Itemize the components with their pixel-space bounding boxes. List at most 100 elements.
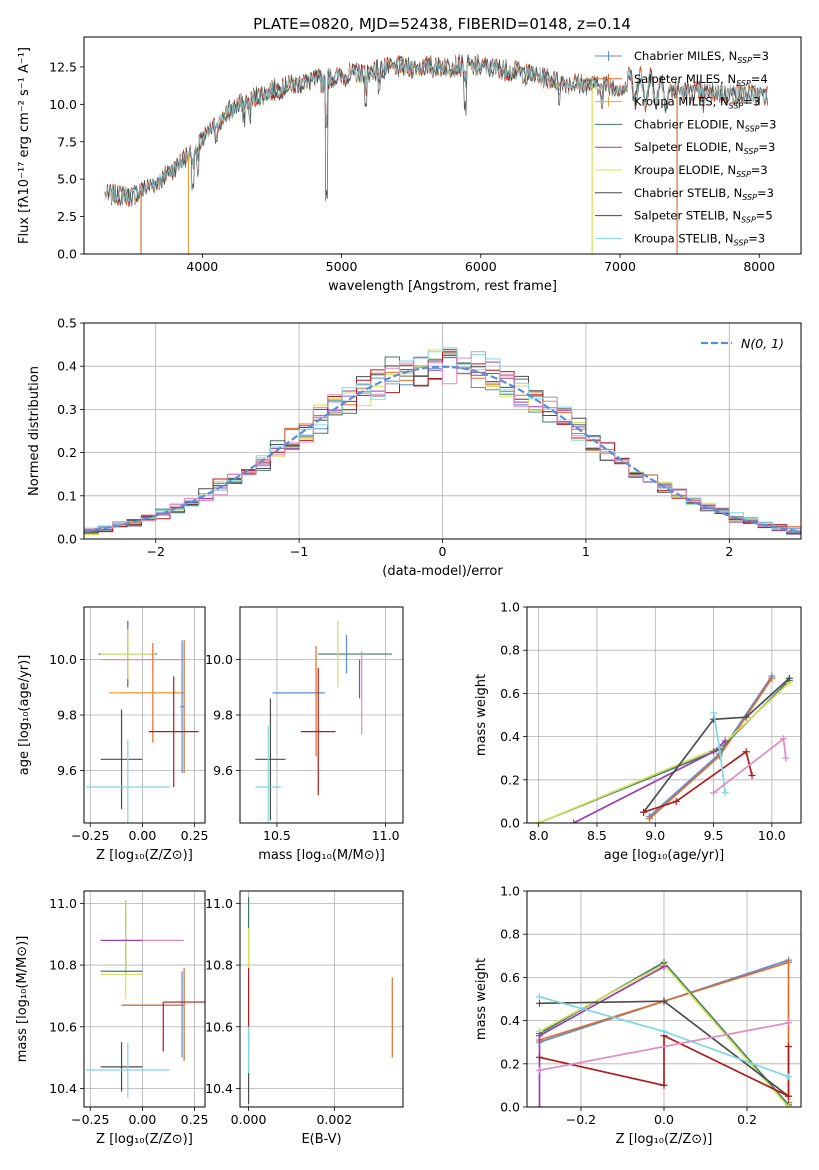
x-tick-label: 5000 bbox=[326, 259, 358, 274]
weight-marker-1-0 bbox=[645, 815, 653, 823]
legend-label-normal: N(0, 1) bbox=[741, 336, 784, 351]
x-tick-label: 8.0 bbox=[529, 828, 549, 843]
weight-marker-4-0 bbox=[535, 1103, 543, 1107]
weight-marker-8-1 bbox=[780, 735, 788, 743]
weight-marker-5-0 bbox=[535, 999, 543, 1007]
y-tick-label: 0.4 bbox=[57, 359, 77, 374]
x-axis-label: Z [log₁₀(Z/Z⊙)] bbox=[96, 1132, 193, 1147]
x-axis-label: E(B-V) bbox=[301, 1132, 341, 1147]
y-axis-label: Flux [fλ10⁻¹⁷ erg cm⁻² s⁻¹ A⁻¹] bbox=[17, 47, 32, 244]
y-tick-label: 10.6 bbox=[49, 1019, 77, 1034]
y-tick-label: 10.6 bbox=[205, 1019, 233, 1034]
y-tick-label: 5.0 bbox=[57, 172, 77, 187]
y-tick-label: 9.8 bbox=[213, 708, 233, 723]
legend-label-subscript: SSP bbox=[736, 79, 751, 88]
x-tick-label: −0.2 bbox=[566, 1112, 596, 1127]
x-tick-label: 0 bbox=[439, 544, 447, 559]
x-tick-label: 11.0 bbox=[372, 828, 400, 843]
x-tick-label: 0.002 bbox=[316, 1112, 352, 1127]
legend-label-subscript: SSP bbox=[729, 102, 744, 111]
age-vs-mass-panel: 10.5 11.0 9.6 9.8 10.0 mass [log₁₀(M/M⊙)] bbox=[205, 606, 404, 863]
weight-line-2 bbox=[538, 679, 790, 823]
y-tick-label: 0.8 bbox=[500, 643, 520, 658]
x-axis-label: (data-model)/error bbox=[382, 564, 503, 579]
y-tick-label: 7.5 bbox=[57, 134, 77, 149]
weight-marker-6-2 bbox=[742, 748, 750, 756]
legend-label-value: =3 bbox=[748, 231, 765, 245]
weight-marker-6-0 bbox=[640, 808, 648, 816]
weight-line-0 bbox=[648, 675, 773, 818]
residuals-panel: −2 −1 0 1 2 0.0 0.1 0.2 0.3 0.4 0.5 (data-model)/er… bbox=[27, 316, 802, 579]
mass-vs-reddening-panel: 0.000 0.002 10.4 10.6 10.8 11.0 E(B-V) bbox=[205, 890, 404, 1147]
legend-label-text: Chabrier MILES, N bbox=[634, 49, 737, 63]
y-tick-label: 9.8 bbox=[57, 708, 77, 723]
weight-marker-8-0 bbox=[535, 1066, 543, 1074]
plot-frame bbox=[83, 36, 802, 255]
legend-label-value: =3 bbox=[751, 163, 768, 177]
y-tick-label: 0.2 bbox=[57, 445, 77, 460]
legend-label-6: Chabrier STELIB, NSSP=3 bbox=[634, 186, 774, 202]
plot-area bbox=[86, 900, 205, 1098]
x-axis-label: age [log₁₀(age/yr)] bbox=[604, 848, 725, 863]
plot-area bbox=[535, 672, 793, 823]
y-tick-label: 10.0 bbox=[49, 652, 77, 667]
legend-label-4: Salpeter ELODIE, NSSP=3 bbox=[634, 140, 775, 156]
legend-label-0: Chabrier MILES, NSSP=3 bbox=[634, 49, 769, 65]
y-axis-label: Normed distribution bbox=[27, 366, 42, 496]
legend-label-text: Chabrier ELODIE, N bbox=[634, 117, 745, 131]
legend-label-subscript: SSP bbox=[744, 147, 759, 156]
y-axis-label: mass [log₁₀(M/M⊙)] bbox=[15, 936, 30, 1063]
y-tick-label: 10.8 bbox=[49, 958, 77, 973]
y-axis-label: age [log₁₀(age/yr)] bbox=[17, 655, 32, 776]
weight-marker-4-1 bbox=[535, 1032, 543, 1040]
y-tick-label: 0.4 bbox=[500, 729, 520, 744]
legend-label-value: =3 bbox=[757, 186, 774, 200]
weight-marker-1-2 bbox=[768, 674, 776, 682]
weight-marker-8-0 bbox=[710, 789, 718, 797]
x-tick-label: 0.25 bbox=[181, 828, 209, 843]
legend-label-text: Salpeter STELIB, N bbox=[634, 209, 741, 223]
legend-label-value: =5 bbox=[756, 209, 773, 223]
legend-label-value: =3 bbox=[760, 117, 777, 131]
x-axis-label: mass [log₁₀(M/M⊙)] bbox=[258, 848, 385, 863]
mass-vs-metallicity-panel: −0.25 0.00 0.25 10.4 10.6 10.8 11.0 Z [log₁₀(Z/… bbox=[15, 890, 209, 1147]
legend-label-5: Kroupa ELODIE, NSSP=3 bbox=[634, 163, 768, 179]
x-axis-label: Z [log₁₀(Z/Z⊙)] bbox=[96, 848, 193, 863]
legend-label-1: Salpeter MILES, NSSP=4 bbox=[634, 72, 768, 88]
weight-marker-8-1 bbox=[785, 1019, 793, 1027]
x-tick-label: 0.00 bbox=[128, 828, 156, 843]
y-tick-label: 0.4 bbox=[500, 1013, 520, 1028]
spectrum-series-8 bbox=[104, 57, 768, 203]
weight-marker-7-1 bbox=[715, 743, 723, 751]
x-tick-label: 6000 bbox=[465, 259, 497, 274]
legend-label-subscript: SSP bbox=[737, 56, 752, 65]
weight-marker-1-2 bbox=[785, 958, 793, 966]
x-tick-label: −0.25 bbox=[71, 1112, 109, 1127]
weight-marker-8-2 bbox=[782, 754, 790, 762]
y-tick-label: 10.0 bbox=[205, 652, 233, 667]
x-tick-label: 8000 bbox=[743, 259, 775, 274]
legend-label-value: =3 bbox=[743, 95, 760, 109]
histogram-7 bbox=[84, 347, 801, 533]
weight-marker-5-2 bbox=[742, 713, 750, 721]
x-tick-label: 2 bbox=[725, 544, 733, 559]
y-tick-label: 0.1 bbox=[57, 488, 77, 503]
weight-line-7 bbox=[712, 712, 727, 793]
y-tick-label: 0.0 bbox=[500, 816, 520, 831]
plot-area bbox=[86, 620, 199, 823]
weight-marker-3-0 bbox=[535, 819, 543, 823]
x-tick-label: 10.5 bbox=[263, 828, 291, 843]
y-tick-label: 9.6 bbox=[57, 763, 77, 778]
spectrum-panel: 4000 5000 6000 7000 8000 0.0 2.5 5.0 7.5 10.0 12.5… bbox=[17, 36, 802, 294]
y-tick-label: 12.5 bbox=[49, 59, 77, 74]
legend-label-subscript: SSP bbox=[745, 124, 760, 133]
x-tick-label: 0.0 bbox=[654, 1112, 674, 1127]
legend-label-subscript: SSP bbox=[734, 238, 749, 247]
y-tick-label: 0.6 bbox=[500, 686, 520, 701]
weight-line-3 bbox=[538, 681, 790, 823]
weight-marker-6-1 bbox=[660, 1081, 668, 1089]
plot-area bbox=[255, 620, 393, 823]
legend-label-value: =4 bbox=[751, 72, 768, 86]
weight-vs-metallicity-panel: −0.2 0.0 0.2 0.0 0.2 0.4 0.6 0.8 1.0 Z [log₁₀(Z/Z… bbox=[474, 884, 802, 1147]
x-tick-label: 0.25 bbox=[181, 1112, 209, 1127]
